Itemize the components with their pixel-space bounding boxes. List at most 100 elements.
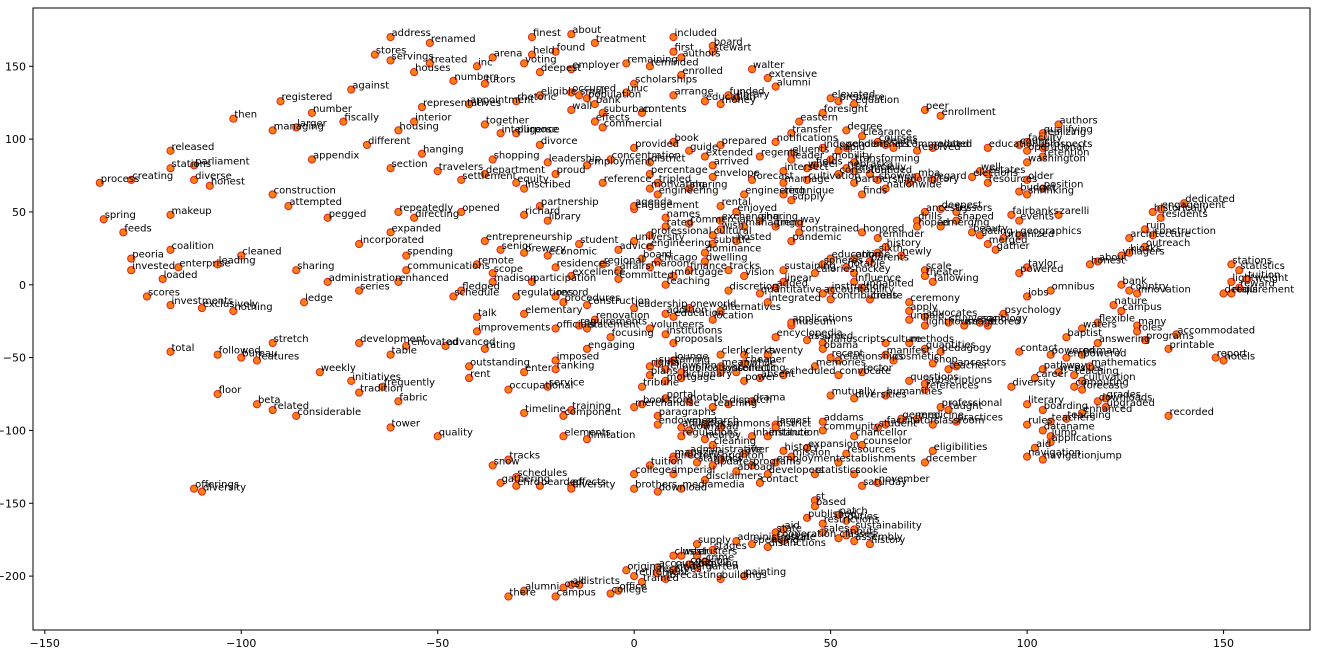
- point-label: omnibus: [1052, 282, 1095, 293]
- y-tick-label: −100: [0, 424, 26, 437]
- point-label: kiosks: [1130, 244, 1161, 255]
- point-label: cookie: [855, 465, 887, 476]
- point-label: intersect: [784, 162, 828, 173]
- point-label: programs: [753, 456, 801, 467]
- point-label: district: [651, 153, 686, 164]
- point-label: training: [572, 401, 611, 412]
- data-point: [873, 137, 882, 147]
- point-label: university: [635, 232, 685, 243]
- point-label: ruin: [1146, 220, 1166, 231]
- data-point: [732, 368, 741, 377]
- point-label: related: [934, 139, 969, 150]
- point-label: trend: [777, 218, 804, 229]
- point-label: fairbanks: [1012, 206, 1058, 217]
- data-point: [810, 269, 820, 278]
- data-point: [920, 344, 930, 353]
- data-point: [582, 344, 592, 353]
- data-point: [897, 414, 906, 423]
- point-label: historically: [1154, 203, 1208, 214]
- point-label: scheduled: [784, 366, 835, 377]
- point-label: integrated: [769, 293, 821, 304]
- point-label: mortgage: [667, 372, 716, 383]
- data-point: [425, 59, 434, 68]
- data-point: [590, 38, 599, 48]
- point-label: outreach: [1146, 238, 1190, 249]
- point-label: administration: [737, 532, 810, 543]
- data-point: [708, 47, 717, 56]
- point-label: effects: [572, 477, 606, 488]
- data-point: [355, 239, 364, 249]
- point-label: limitation: [588, 430, 635, 441]
- point-label: snow: [494, 456, 520, 467]
- point-label: manifest: [887, 346, 931, 357]
- point-label: clerly: [722, 346, 749, 357]
- point-label: instruction: [832, 282, 885, 293]
- data-point: [912, 172, 922, 182]
- point-label: uiuc: [627, 83, 648, 94]
- point-label: student: [580, 235, 618, 246]
- point-label: beauty: [973, 223, 1008, 234]
- data-point: [795, 228, 804, 237]
- point-label: collecting: [737, 363, 785, 374]
- data-point: [787, 155, 796, 164]
- point-label: accounting: [659, 558, 714, 569]
- data-point: [834, 534, 843, 543]
- point-label: drama: [753, 392, 785, 403]
- data-point: [732, 467, 741, 476]
- data-point: [669, 137, 678, 147]
- point-label: accommodated: [1177, 325, 1255, 336]
- point-label: found: [557, 43, 586, 54]
- point-label: interior: [415, 113, 452, 124]
- data-point: [575, 321, 584, 330]
- point-label: encyclopedia: [777, 328, 843, 339]
- point-label: outstanding: [470, 357, 530, 368]
- data-point: [692, 551, 702, 560]
- point-label: transforming: [855, 153, 920, 164]
- point-label: statistics: [816, 465, 861, 476]
- point-label: then: [234, 110, 257, 121]
- point-label: classes: [839, 529, 875, 540]
- point-label: marriage: [784, 174, 829, 185]
- data-point: [582, 161, 592, 170]
- point-label: meanwhile: [722, 357, 777, 368]
- point-label: sustainability: [855, 520, 922, 531]
- point-label: retirement: [635, 567, 688, 578]
- data-point: [127, 254, 136, 263]
- data-point: [551, 324, 560, 333]
- point-label: absent: [761, 369, 795, 380]
- point-label: gating: [981, 226, 1013, 237]
- data-point: [795, 117, 804, 126]
- point-label: mba: [918, 168, 940, 179]
- data-point: [677, 484, 686, 493]
- x-tick-label: −100: [226, 637, 256, 650]
- data-point: [834, 510, 843, 520]
- point-label: publications: [682, 363, 743, 374]
- data-point: [1085, 260, 1095, 269]
- point-label: regulations: [682, 427, 738, 438]
- data-point: [1156, 213, 1165, 222]
- data-point: [551, 47, 560, 56]
- point-label: search: [706, 416, 739, 427]
- data-point: [685, 219, 694, 228]
- point-label: diverse: [195, 171, 232, 182]
- data-point: [213, 389, 222, 399]
- data-point: [166, 146, 175, 155]
- data-point: [873, 478, 882, 487]
- data-point: [1078, 385, 1087, 394]
- data-point: [842, 164, 851, 173]
- point-label: eligible: [541, 86, 577, 97]
- data-point: [1227, 260, 1236, 269]
- data-point: [842, 531, 851, 540]
- point-label: held: [533, 46, 555, 57]
- data-point: [653, 569, 662, 578]
- data-point: [598, 260, 607, 269]
- point-label: advanced: [447, 337, 496, 348]
- point-label: mutually: [832, 386, 876, 397]
- point-label: institution: [769, 427, 819, 438]
- data-point: [637, 254, 647, 263]
- point-label: finest: [533, 28, 561, 39]
- point-label: elementary: [525, 305, 582, 316]
- point-label: initiatives: [352, 372, 401, 383]
- point-label: schedules: [517, 468, 567, 479]
- data-point: [1062, 414, 1071, 423]
